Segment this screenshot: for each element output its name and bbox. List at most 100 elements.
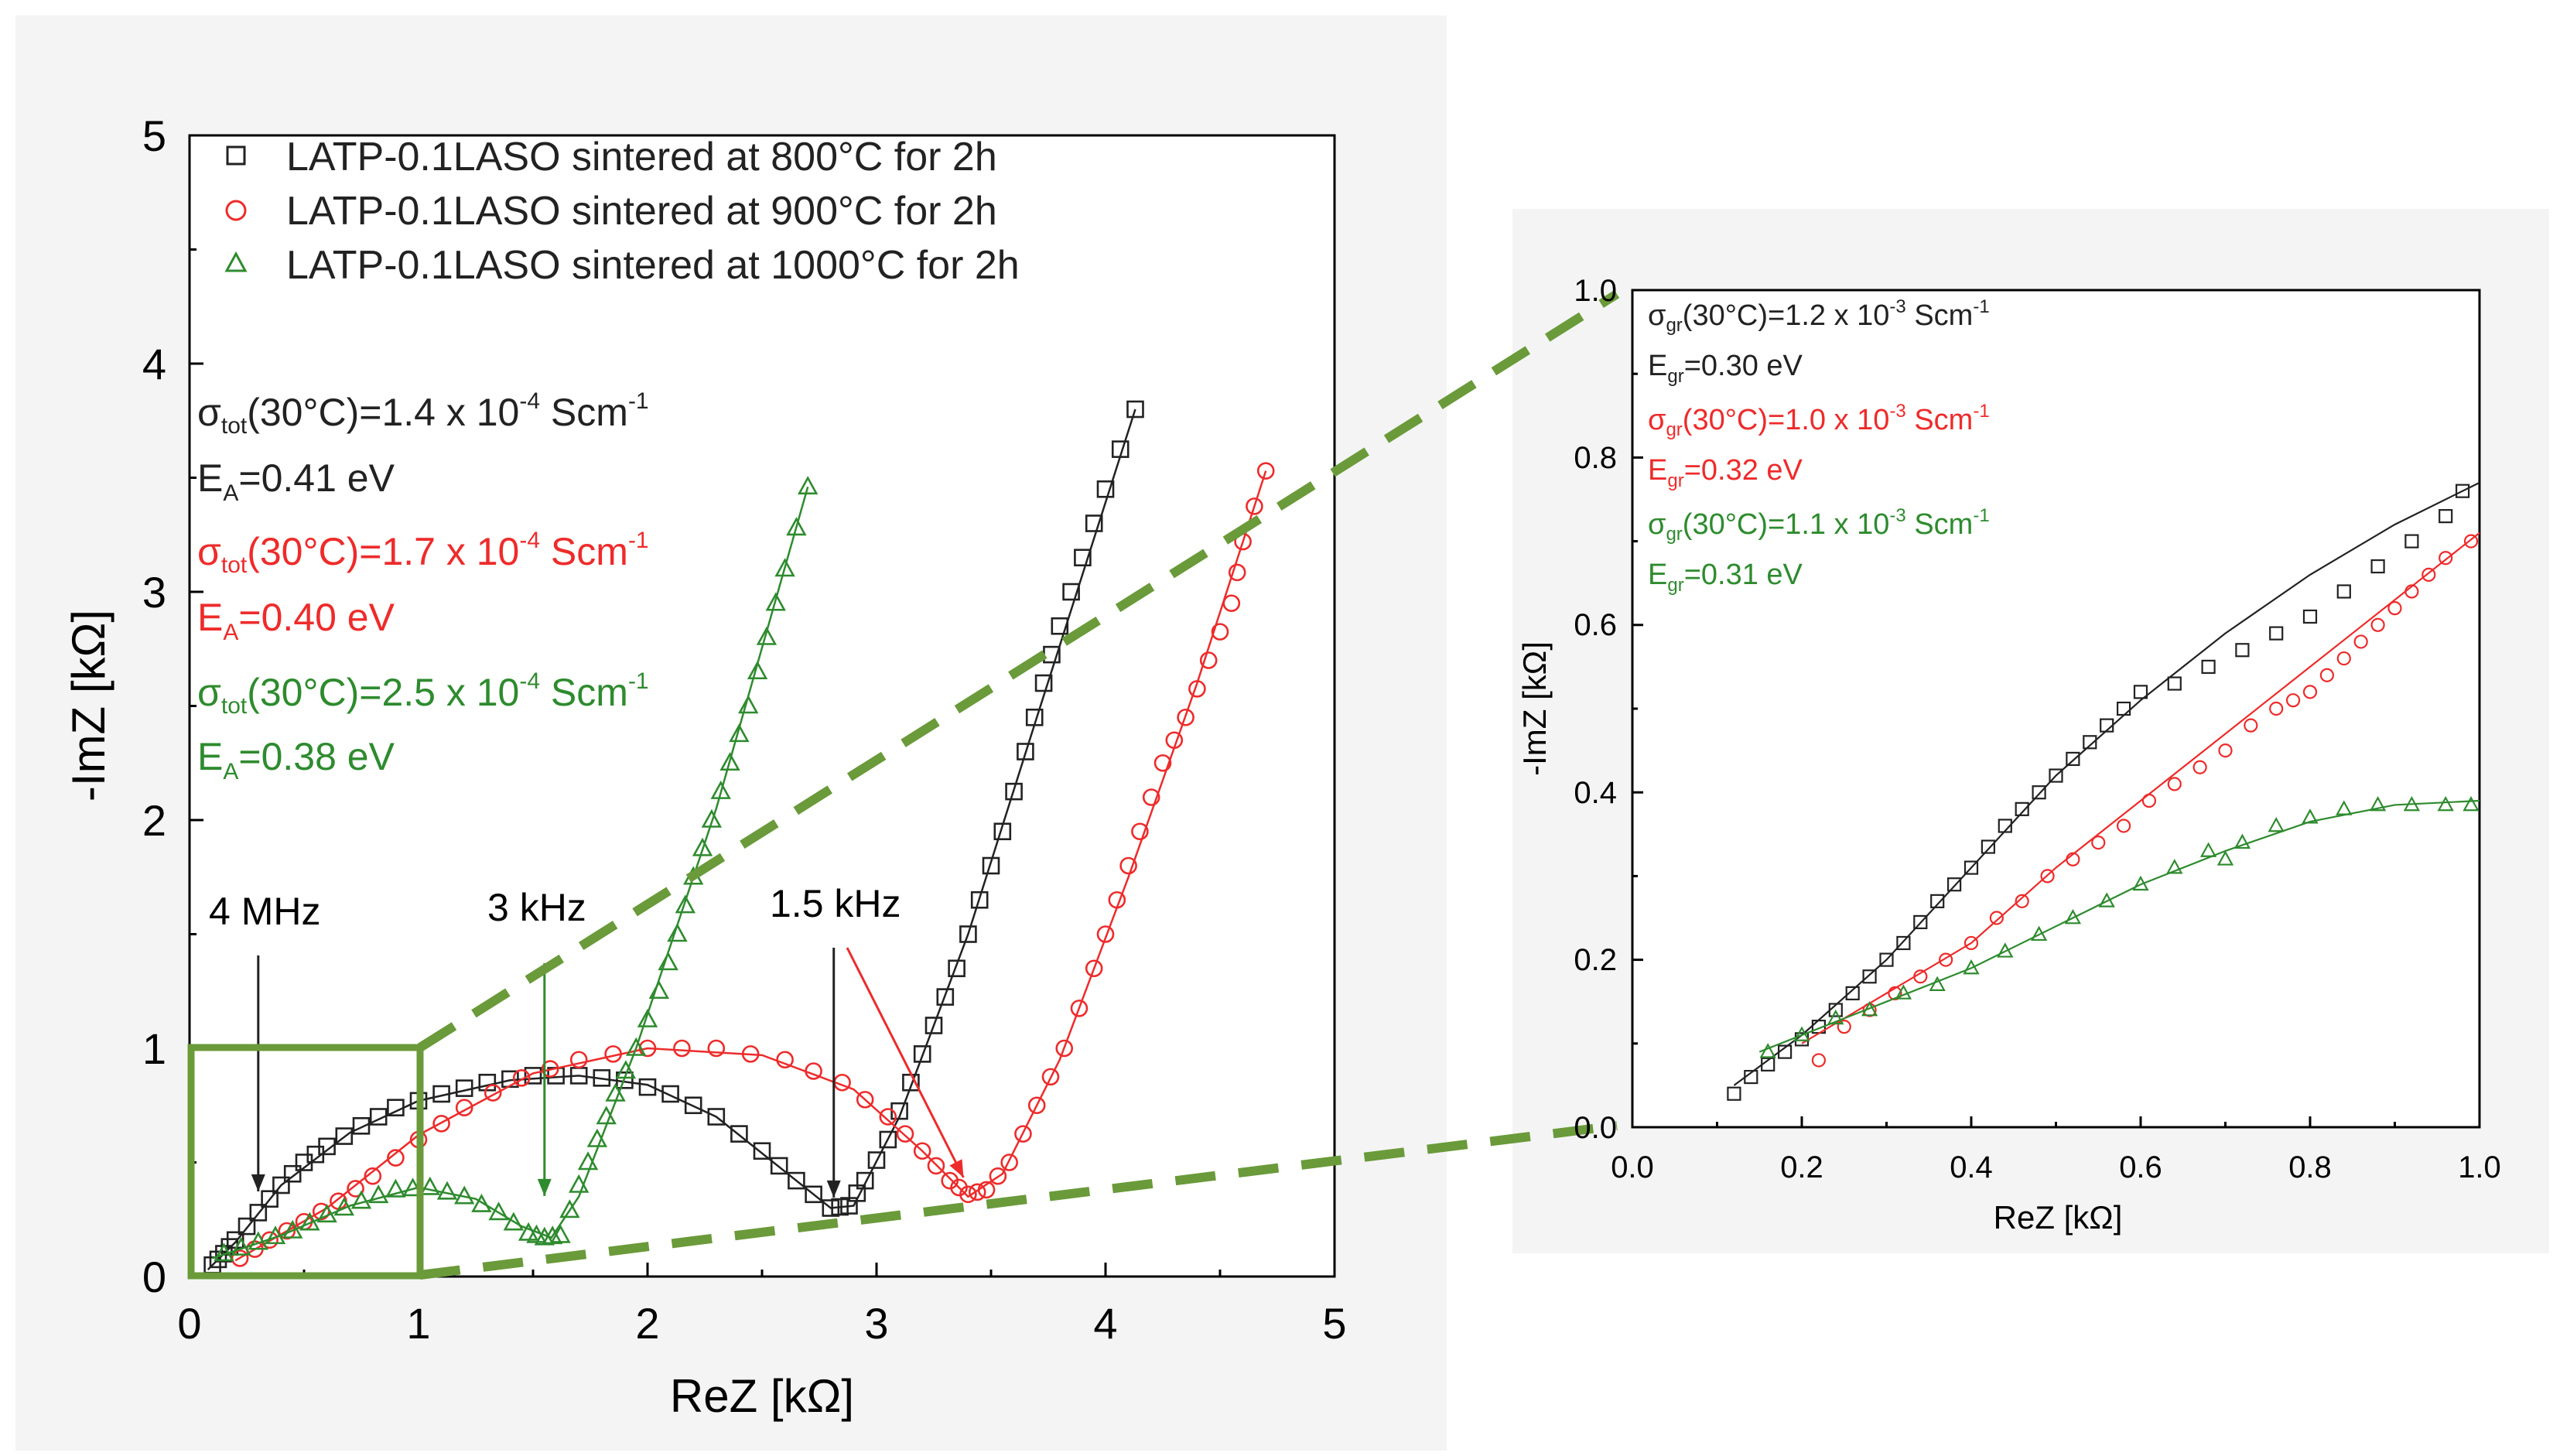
data-point-square (335, 1127, 354, 1145)
data-point-triangle (774, 558, 795, 577)
data-point-square (2100, 718, 2114, 733)
data-point-triangle (2403, 795, 2421, 812)
inset-x-tick-label: 0.0 (1611, 1150, 1654, 1184)
data-point-square (879, 1130, 897, 1149)
data-point-triangle (798, 476, 819, 495)
data-point-triangle (333, 1197, 354, 1216)
series-square (1727, 481, 2480, 1101)
inset-y-tick-label: 0.4 (1574, 776, 1617, 810)
data-point-triangle (719, 752, 740, 771)
data-point-circle (638, 1039, 657, 1058)
data-point-square (788, 1171, 805, 1190)
main-x-axis-label: ReZ [kΩ] (670, 1370, 854, 1422)
data-point-triangle (738, 695, 759, 714)
data-point-square (970, 890, 989, 909)
data-point-square (1761, 1057, 1775, 1071)
data-point-circle (1256, 462, 1275, 480)
data-point-square (2201, 659, 2216, 675)
data-point-square (2015, 801, 2029, 816)
data-point-square (1947, 877, 1962, 892)
inset-sigma-annotation-800: σgr(30°C)=1.2 x 10-3 Scm-1 (1648, 296, 1990, 336)
inset-y-tick-label: 0.6 (1574, 608, 1617, 642)
zoom-connector-bottom (419, 1121, 1618, 1280)
inset-plot-area (1631, 289, 2481, 1129)
data-point-triangle (2132, 875, 2149, 891)
data-point-square (638, 1078, 657, 1096)
data-point-triangle (503, 1212, 525, 1231)
data-point-square (913, 1045, 931, 1063)
data-point-triangle (385, 1178, 406, 1198)
data-point-circle (2040, 869, 2055, 884)
data-point-square (753, 1142, 771, 1160)
data-point-square (2456, 484, 2470, 498)
sigma-annotation-1000: σtot(30°C)=2.5 x 10-4 Scm-1 (197, 668, 649, 719)
data-point-triangle (265, 1225, 286, 1245)
inset-x-tick-label: 0.2 (1780, 1150, 1823, 1184)
data-point-square (283, 1164, 302, 1183)
data-point-square (856, 1171, 874, 1190)
data-point-square (1085, 514, 1103, 532)
data-point-circle (1070, 1000, 1089, 1017)
data-point-circle (1119, 856, 1137, 875)
legend-entry-800: LATP-0.1LASO sintered at 800°C for 2h (286, 135, 997, 179)
inset-x-tick-label: 1.0 (2458, 1150, 2501, 1184)
data-point-square (661, 1085, 679, 1103)
series-circle (231, 462, 1275, 1267)
data-point-triangle (605, 1082, 626, 1102)
inset-sigma-annotation-900: σgr(30°C)=1.0 x 10-3 Scm-1 (1648, 401, 1990, 440)
inset-y-tick-label: 1.0 (1574, 274, 1617, 308)
data-point-circle (1963, 935, 1979, 951)
data-point-square (318, 1137, 336, 1156)
data-point-square (1896, 935, 1911, 951)
data-point-triangle (2336, 800, 2353, 815)
data-point-square (593, 1069, 611, 1087)
data-point-square (982, 856, 1000, 875)
data-point-square (1017, 743, 1034, 760)
data-point-triangle (488, 1201, 509, 1221)
data-point-triangle (2064, 909, 2082, 925)
data-point-circle (707, 1039, 726, 1058)
data-point-square (616, 1071, 634, 1089)
data-point-triangle (1963, 959, 1980, 975)
data-point-triangle (1861, 1001, 1878, 1017)
data-point-circle (2463, 534, 2479, 549)
inset-egr-annotation-800: Egr=0.30 eV (1648, 350, 1803, 387)
data-point-triangle (710, 780, 731, 799)
data-point-triangle (675, 894, 696, 914)
data-point-triangle (637, 1008, 658, 1027)
sigma-annotation-900: σtot(30°C)=1.7 x 10-4 Scm-1 (197, 528, 649, 578)
inset-annotations: σgr(30°C)=1.2 x 10-3 Scm-1 Egr=0.30 eV σ… (1648, 296, 1990, 596)
data-point-circle (2353, 634, 2368, 649)
series-triangle (1758, 795, 2480, 1058)
zoom-region-box (187, 1044, 424, 1280)
inset-y-tick-label: 0.8 (1574, 441, 1617, 475)
freq-label-3khz: 3 kHz (487, 886, 586, 929)
inset-plot: 0.0 0.2 0.4 0.6 0.8 1.0 0.0 0.2 0.4 0.6 … (1516, 274, 2501, 1236)
data-point-triangle (2268, 816, 2285, 832)
data-point-circle (927, 1157, 945, 1175)
data-point-square (1862, 969, 1877, 984)
data-point-triangle (615, 1060, 637, 1079)
data-point-square (249, 1204, 268, 1222)
data-point-circle (913, 1142, 931, 1160)
data-point-triangle (692, 837, 713, 856)
ea-annotation-800: EA=0.41 eV (197, 456, 395, 506)
data-point-triangle (729, 723, 750, 743)
data-point-square (1727, 1086, 1741, 1101)
data-point-circle (2015, 894, 2029, 908)
data-point-circle (1142, 788, 1160, 806)
inset-x-tick-label: 0.8 (2288, 1150, 2332, 1184)
main-x-tick-labels: 0 1 2 3 4 5 (177, 1299, 1346, 1348)
data-point-triangle (1929, 976, 1946, 991)
data-point-triangle (299, 1212, 320, 1231)
main-x-tick-label: 2 (635, 1299, 659, 1348)
data-point-square (387, 1099, 405, 1116)
main-x-tick-label: 0 (177, 1299, 201, 1348)
data-point-triangle (2216, 850, 2234, 866)
inset-x-tick-label: 0.6 (2119, 1150, 2162, 1184)
inset-y-axis-label: -ImZ [kΩ] (1516, 641, 1553, 776)
main-x-tick-label: 5 (1322, 1299, 1346, 1348)
data-point-square (822, 1199, 840, 1217)
legend-entry-900: LATP-0.1LASO sintered at 900°C for 2h (286, 189, 997, 234)
